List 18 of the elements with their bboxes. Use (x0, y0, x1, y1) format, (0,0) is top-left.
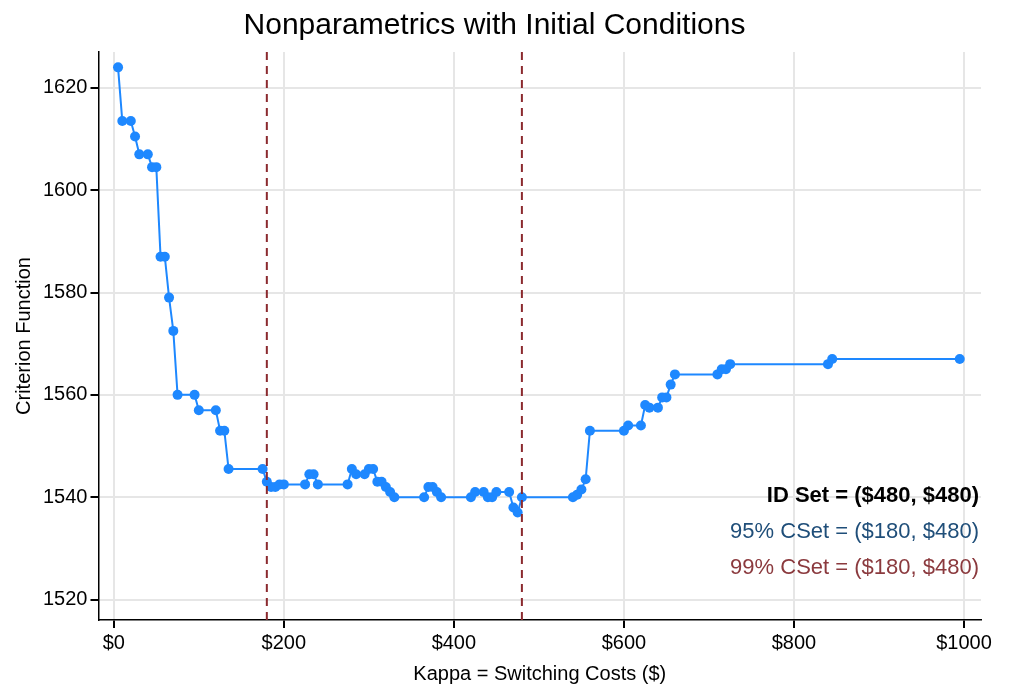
chart-title: Nonparametrics with Initial Conditions (243, 7, 746, 41)
y-tick-label: 1560 (42, 382, 88, 405)
annotation: ID Set = ($480, $480) (766, 482, 979, 508)
y-tick-label: 1520 (42, 587, 88, 610)
x-axis-title: Kappa = Switching Costs ($) (413, 661, 667, 684)
x-tick-label: $800 (771, 630, 817, 653)
x-tick-label: $200 (261, 630, 307, 653)
x-tick-label: $600 (601, 630, 647, 653)
x-tick-label: $400 (431, 630, 477, 653)
x-tick-label: $0 (102, 630, 125, 653)
y-tick-label: 1540 (42, 484, 88, 507)
x-tick-label: $1000 (936, 630, 992, 653)
annotation: 95% CSet = ($180, $480) (730, 518, 979, 544)
annotation: 99% CSet = ($180, $480) (730, 554, 979, 580)
y-tick-label: 1580 (42, 280, 88, 303)
y-tick-label: 1600 (42, 177, 88, 200)
y-axis-title: Criterion Function (11, 257, 34, 415)
y-tick-label: 1620 (42, 75, 88, 98)
